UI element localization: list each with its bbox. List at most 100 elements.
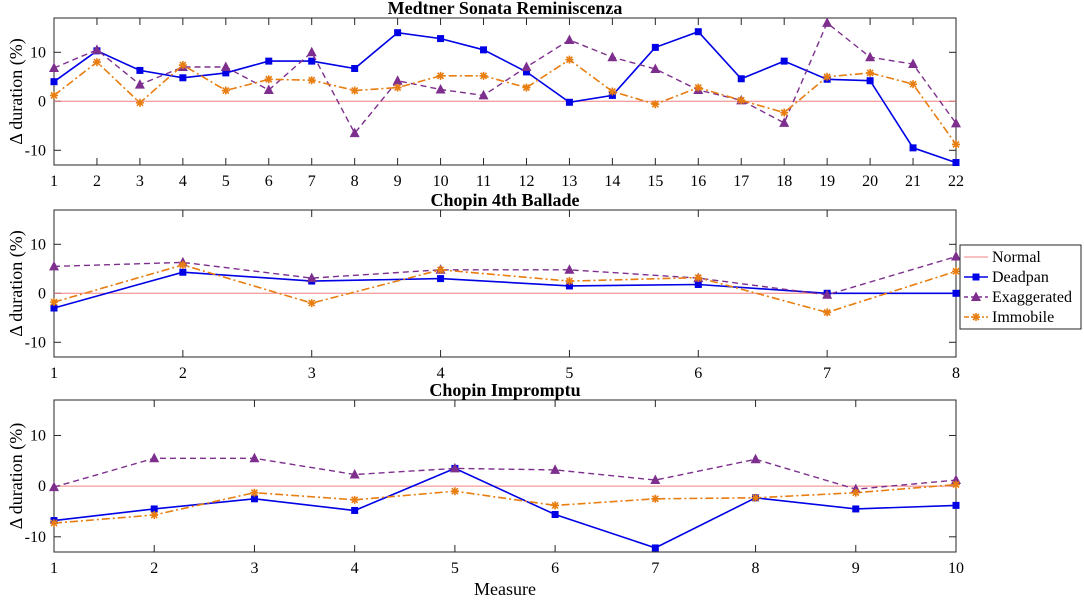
data-point-exaggerated bbox=[349, 468, 360, 479]
legend-label-immobile: Immobile bbox=[992, 309, 1054, 326]
data-point-deadpan bbox=[694, 28, 702, 36]
data-point-immobile bbox=[780, 108, 789, 117]
x-tick-label: 17 bbox=[733, 173, 749, 190]
x-tick-label: 19 bbox=[819, 173, 835, 190]
data-point-deadpan bbox=[437, 275, 445, 283]
data-point-deadpan bbox=[909, 144, 917, 152]
data-point-exaggerated bbox=[49, 62, 59, 72]
data-point-immobile bbox=[350, 86, 359, 95]
data-point-exaggerated bbox=[750, 453, 761, 464]
data-point-deadpan bbox=[250, 495, 258, 503]
data-point-immobile bbox=[50, 298, 58, 307]
legend-box bbox=[959, 244, 1082, 330]
legend-marker-exaggerated bbox=[971, 291, 981, 301]
data-point-immobile bbox=[522, 83, 531, 92]
data-point-exaggerated bbox=[263, 84, 274, 95]
legend-marker-deadpan bbox=[972, 273, 980, 281]
data-point-immobile bbox=[307, 76, 316, 85]
legend-entry-exaggerated: Exaggerated bbox=[964, 289, 1072, 306]
data-point-immobile bbox=[651, 494, 660, 503]
legend-marker-immobile bbox=[972, 313, 980, 321]
x-tick-label: 8 bbox=[952, 365, 960, 382]
data-point-exaggerated bbox=[220, 61, 231, 71]
data-point-exaggerated bbox=[564, 34, 575, 45]
data-point-exaggerated bbox=[91, 44, 102, 54]
data-point-deadpan bbox=[351, 64, 359, 72]
x-tick-label: 5 bbox=[565, 365, 573, 382]
data-point-deadpan bbox=[437, 35, 445, 43]
data-point-immobile bbox=[751, 493, 760, 502]
data-point-exaggerated bbox=[822, 289, 833, 299]
data-point-immobile bbox=[50, 519, 58, 528]
data-point-exaggerated bbox=[865, 51, 876, 62]
data-point-deadpan bbox=[179, 268, 187, 276]
x-tick-label: 15 bbox=[647, 173, 663, 190]
data-point-deadpan bbox=[222, 69, 230, 77]
data-point-deadpan bbox=[351, 506, 359, 514]
series-line-immobile bbox=[53, 58, 957, 145]
x-tick-label: 1 bbox=[50, 365, 58, 382]
y-tick-label: 0 bbox=[38, 285, 46, 302]
plot-area bbox=[53, 399, 957, 553]
data-point-immobile bbox=[479, 71, 488, 80]
data-point-immobile bbox=[50, 91, 58, 100]
y-tick-label: 10 bbox=[30, 44, 46, 61]
data-point-deadpan bbox=[694, 280, 702, 288]
plot-area bbox=[53, 17, 957, 166]
data-point-deadpan bbox=[565, 282, 573, 290]
data-point-deadpan bbox=[265, 57, 273, 65]
x-tick-label: 10 bbox=[948, 560, 964, 577]
chart-title: Medtner Sonata Reminiscenza bbox=[388, 0, 623, 18]
x-tick-label: 22 bbox=[948, 173, 964, 190]
series-line-exaggerated bbox=[53, 457, 957, 490]
data-point-exaggerated bbox=[306, 46, 317, 57]
data-point-deadpan bbox=[136, 66, 144, 74]
x-tick-label: 6 bbox=[694, 365, 702, 382]
data-point-exaggerated bbox=[49, 481, 59, 492]
x-tick-label: 6 bbox=[551, 560, 559, 577]
y-tick-label: -10 bbox=[25, 142, 46, 159]
x-tick-label: 4 bbox=[437, 365, 445, 382]
x-tick-label: 7 bbox=[823, 365, 831, 382]
data-point-immobile bbox=[150, 511, 159, 520]
data-point-deadpan bbox=[780, 57, 788, 65]
y-tick-label: 10 bbox=[30, 427, 46, 444]
data-point-immobile bbox=[393, 83, 402, 92]
x-tick-label: 20 bbox=[862, 173, 878, 190]
data-point-deadpan bbox=[651, 544, 659, 552]
data-point-deadpan bbox=[522, 68, 530, 76]
data-point-deadpan bbox=[737, 75, 745, 83]
data-point-immobile bbox=[909, 80, 918, 89]
series-line-immobile bbox=[53, 264, 957, 314]
y-tick-label: 0 bbox=[38, 93, 46, 110]
data-point-deadpan bbox=[551, 511, 559, 519]
series-exaggerated bbox=[49, 452, 961, 494]
data-point-exaggerated bbox=[392, 75, 403, 85]
series-immobile bbox=[50, 260, 960, 317]
data-point-exaggerated bbox=[435, 84, 446, 94]
data-point-exaggerated bbox=[449, 462, 460, 473]
data-point-deadpan bbox=[866, 77, 874, 85]
data-point-exaggerated bbox=[349, 127, 360, 138]
legend-entry-normal: Normal bbox=[964, 249, 1041, 266]
data-point-immobile bbox=[694, 83, 703, 92]
series-immobile bbox=[50, 480, 960, 528]
data-point-exaggerated bbox=[822, 17, 833, 27]
x-tick-label: 2 bbox=[150, 560, 158, 577]
data-point-exaggerated bbox=[650, 63, 661, 73]
series-line-exaggerated bbox=[53, 255, 957, 296]
data-point-exaggerated bbox=[779, 117, 790, 127]
data-point-immobile bbox=[221, 86, 230, 95]
data-point-immobile bbox=[866, 68, 875, 77]
data-point-exaggerated bbox=[149, 452, 160, 463]
data-point-exaggerated bbox=[650, 474, 661, 485]
x-tick-label: 7 bbox=[308, 173, 316, 190]
data-point-immobile bbox=[565, 55, 574, 64]
x-tick-label: 11 bbox=[476, 173, 491, 190]
y-tick-label: 10 bbox=[30, 236, 46, 253]
x-tick-label: 4 bbox=[179, 173, 187, 190]
y-tick-label: 0 bbox=[38, 478, 46, 495]
legend-entry-immobile: Immobile bbox=[964, 309, 1054, 326]
data-point-deadpan bbox=[150, 505, 158, 513]
